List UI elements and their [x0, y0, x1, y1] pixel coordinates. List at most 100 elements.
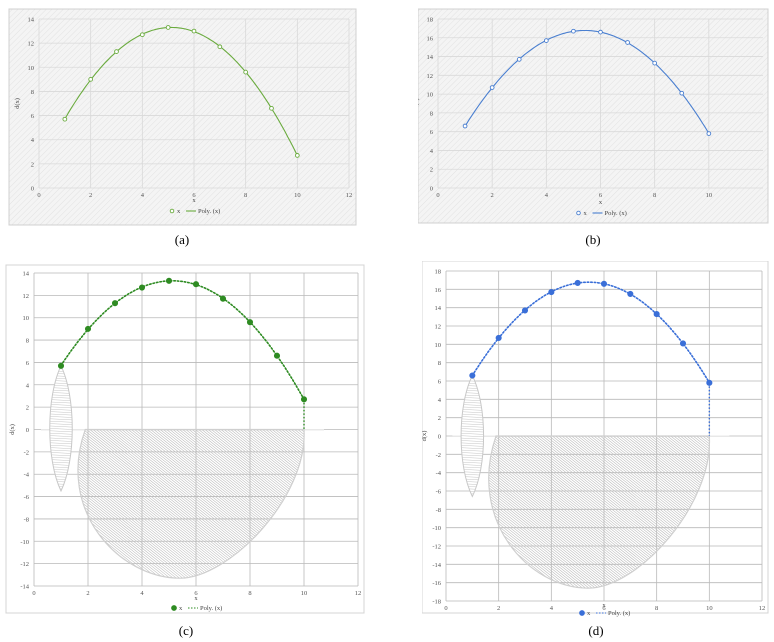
data-point	[217, 44, 223, 50]
x-tick-label: 8	[653, 192, 656, 199]
panel-b: 0 2 4 6 8 10 12 14 16 18 0 2 4 6 8 10 x d(x) x Poly. (x)	[418, 5, 770, 227]
hatch-line	[211, 429, 305, 579]
data-point	[269, 105, 274, 111]
x-tick-label: 0	[37, 192, 40, 199]
hatch-line	[77, 429, 225, 579]
data-point	[548, 289, 555, 296]
caption-c: (c)	[178, 623, 194, 638]
hatch-line	[644, 436, 710, 589]
data-point	[139, 32, 145, 38]
data-point	[600, 280, 608, 287]
hatch-line	[77, 429, 171, 579]
legend-label: Poly. (x)	[200, 605, 222, 612]
y-tick-label: -12	[432, 544, 441, 551]
x-axis-label: x	[192, 197, 196, 204]
legend-label: x	[177, 208, 181, 215]
hatch-line	[461, 432, 484, 435]
hatch-line	[488, 436, 641, 589]
hatch-line	[461, 437, 484, 440]
x-tick-label: 6	[192, 192, 196, 199]
hatch-line	[77, 429, 155, 579]
hatch-line	[488, 436, 673, 589]
legend-label: x	[584, 210, 588, 217]
data-point	[598, 29, 603, 35]
x-tick-label: 2	[497, 605, 500, 612]
x-tick-label: 4	[140, 590, 144, 597]
legend-label: x	[587, 610, 591, 617]
y-tick-label: -6	[24, 494, 30, 501]
hatch-line	[268, 429, 305, 579]
hatch-line	[49, 420, 73, 423]
x-tick-label: 2	[491, 192, 494, 199]
hatch-line	[461, 449, 484, 452]
legend-label: Poly. (x)	[605, 210, 627, 217]
data-point	[521, 307, 529, 314]
hatch-line	[77, 429, 190, 579]
lens-outline	[460, 374, 485, 498]
data-point	[679, 90, 685, 96]
y-tick-label: 10	[435, 342, 442, 349]
bowl-hatching	[488, 436, 710, 589]
hatch-line	[2, 430, 4, 579]
x-axis-label: x	[599, 199, 603, 206]
data-point	[653, 311, 660, 318]
hatch-line	[488, 436, 650, 589]
hatch-line	[246, 429, 305, 579]
x-tick-label: 8	[244, 192, 247, 199]
y-tick-label: 6	[430, 129, 434, 136]
y-tick-label: 2	[438, 415, 441, 422]
hatch-line	[488, 436, 602, 589]
hatch-line	[77, 429, 161, 579]
y-tick-label: -16	[432, 580, 441, 587]
x-tick-label: 6	[599, 192, 603, 199]
legend-label: Poly. (x)	[198, 208, 220, 215]
x-tick-label: 10	[706, 192, 713, 199]
hatch-line	[660, 436, 710, 589]
y-tick-label: 16	[427, 35, 434, 42]
lens-outline	[49, 364, 73, 493]
y-tick-label: -12	[20, 561, 29, 568]
panel-d: -18 -16 -14 -12 -10 -8 -6 -4 -2 0 2 4 6 8 10 12 14 16 18 0 2…	[422, 261, 770, 621]
hatch-line	[461, 452, 484, 455]
panel-c: -14 -12 -10 -8 -6 -4 -2 0 2 4 6 8 10 12 14 0 2 4 6 8 10 12 x d(…	[2, 261, 366, 621]
data-point	[165, 25, 171, 30]
hatch-line	[488, 436, 574, 589]
trendline	[64, 26, 298, 157]
x-tick-label: 4	[545, 192, 549, 199]
data-point	[62, 116, 68, 122]
hatch-line	[49, 444, 73, 447]
y-tick-label: 6	[31, 113, 35, 120]
hatch-line	[49, 423, 73, 426]
data-point	[706, 131, 712, 136]
hatch-line	[77, 429, 248, 579]
hatch-line	[488, 436, 570, 589]
x-tick-label: 0	[32, 590, 35, 597]
x-tick-label: 6	[194, 590, 198, 597]
data-point	[706, 379, 713, 386]
legend-marker	[171, 605, 177, 611]
x-tick-label: 10	[294, 192, 301, 199]
x-tick-label: 4	[141, 192, 145, 199]
y-tick-label: -10	[432, 525, 441, 532]
y-tick-label: 0	[438, 434, 441, 441]
hatch-line	[77, 429, 196, 579]
y-tick-label: -2	[24, 449, 29, 456]
hatch-line	[488, 436, 599, 589]
y-tick-label: 12	[435, 324, 442, 331]
bowl-outline	[77, 428, 305, 579]
y-tick-label: -4	[24, 472, 30, 479]
hatch-line	[488, 436, 561, 589]
hatch-line	[166, 429, 305, 579]
y-tick-label: -14	[432, 562, 441, 569]
y-tick-label: 2	[31, 161, 34, 168]
hatch-line	[584, 436, 710, 589]
y-tick-label: -4	[436, 470, 442, 477]
hatch-line	[577, 436, 710, 589]
hatch-line	[488, 436, 580, 589]
hatch-line	[488, 436, 615, 589]
x-axis-label: x	[602, 602, 606, 609]
data-point	[57, 362, 65, 369]
data-point	[192, 281, 200, 288]
legend-marker	[579, 610, 585, 616]
x-tick-label: 12	[346, 192, 353, 199]
